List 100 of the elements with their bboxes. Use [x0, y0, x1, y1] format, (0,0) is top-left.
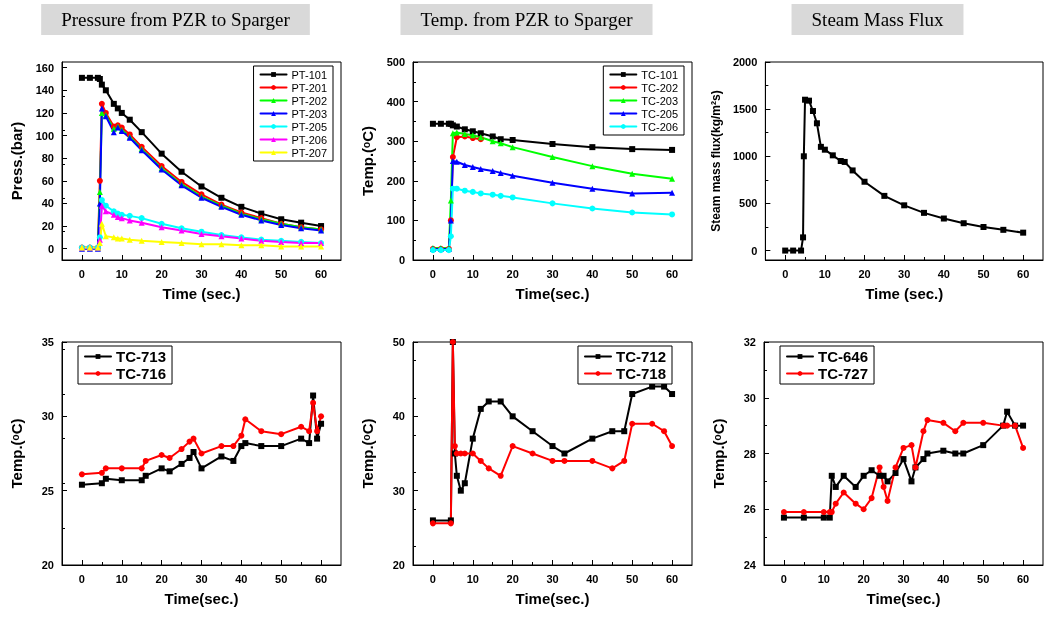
y-tick-label: 0 — [47, 242, 54, 255]
x-tick-label: 30 — [195, 572, 208, 585]
x-axis-title: Time(sec.) — [515, 285, 590, 302]
x-tick-label: 0 — [780, 572, 787, 585]
x-tick-label: 40 — [937, 267, 950, 280]
chart-title: Temp. from PZR to Sparger — [420, 9, 634, 30]
x-tick-label: 20 — [155, 267, 168, 280]
y-tick-label: 26 — [743, 503, 756, 516]
legend-label: TC-718 — [615, 365, 667, 382]
legend-label: PT-205 — [291, 120, 327, 133]
y-tick-label: 25 — [41, 484, 54, 497]
y-tick-label: 160 — [35, 61, 54, 74]
y-tick-label: 30 — [743, 391, 756, 404]
y-tick-label: 200 — [386, 174, 405, 187]
x-tick-label: 30 — [897, 572, 910, 585]
legend-label: TC-716 — [116, 365, 167, 382]
legend-label: PT-202 — [291, 94, 327, 107]
y-tick-label: 500 — [739, 197, 758, 210]
x-tick-label: 20 — [155, 572, 168, 585]
legend-label: TC-727 — [818, 365, 869, 382]
x-tick-label: 50 — [275, 267, 288, 280]
y-axis-title: Temp.(ᵒC) — [359, 125, 376, 197]
x-tick-label: 0 — [78, 267, 85, 280]
legend-label: TC-101 — [641, 68, 679, 81]
x-tick-label: 30 — [898, 267, 911, 280]
x-tick-label: 10 — [115, 267, 128, 280]
legend-label: TC-203 — [641, 94, 679, 107]
x-axis-title: Time(sec.) — [515, 590, 590, 607]
y-tick-label: 1500 — [732, 103, 758, 116]
y-tick-label: 1000 — [732, 150, 758, 163]
y-tick-label: 80 — [41, 152, 54, 165]
x-axis-title: Time (sec.) — [865, 285, 944, 302]
y-tick-label: 20 — [41, 220, 54, 233]
x-tick-label: 40 — [235, 572, 248, 585]
x-tick-label: 0 — [78, 572, 85, 585]
x-tick-label: 10 — [466, 267, 479, 280]
x-tick-label: 50 — [275, 572, 288, 585]
x-axis-title: Time(sec.) — [866, 590, 941, 607]
legend-label: PT-207 — [291, 146, 327, 159]
x-tick-label: 20 — [506, 572, 519, 585]
x-tick-label: 60 — [314, 572, 328, 585]
legend-label: TC-202 — [641, 81, 679, 94]
legend-label: TC-646 — [818, 348, 869, 365]
legend-label: PT-101 — [291, 68, 327, 81]
x-tick-label: 10 — [818, 267, 831, 280]
y-axis-title: Press.(bar) — [8, 121, 25, 201]
legend-label: PT-203 — [291, 107, 327, 120]
x-tick-label: 40 — [937, 572, 950, 585]
x-tick-label: 20 — [857, 572, 870, 585]
y-tick-label: 100 — [386, 214, 405, 227]
y-tick-label: 0 — [751, 244, 758, 257]
x-tick-label: 30 — [546, 267, 559, 280]
y-axis-title: Temp.(ᵒC) — [710, 418, 727, 489]
x-tick-label: 50 — [977, 572, 990, 585]
chart-title: Pressure from PZR to Sparger — [61, 9, 291, 30]
y-tick-label: 500 — [386, 56, 405, 68]
y-tick-label: 60 — [41, 174, 54, 187]
x-tick-label: 50 — [977, 267, 990, 280]
x-tick-label: 10 — [115, 572, 128, 585]
x-tick-label: 10 — [817, 572, 830, 585]
x-tick-label: 60 — [665, 572, 679, 585]
x-tick-label: 10 — [466, 572, 479, 585]
y-tick-label: 40 — [41, 197, 54, 210]
x-tick-label: 50 — [626, 572, 639, 585]
legend-label: TC-712 — [615, 348, 667, 365]
x-tick-label: 0 — [782, 267, 789, 280]
legend-label: PT-206 — [291, 133, 327, 146]
x-tick-label: 20 — [858, 267, 871, 280]
x-tick-label: 40 — [586, 572, 599, 585]
x-tick-label: 0 — [429, 267, 436, 280]
x-tick-label: 60 — [1016, 572, 1030, 585]
x-tick-label: 30 — [195, 267, 208, 280]
y-tick-label: 400 — [386, 95, 405, 108]
x-tick-label: 60 — [665, 267, 679, 280]
x-tick-label: 60 — [1017, 267, 1030, 280]
x-tick-label: 20 — [506, 267, 519, 280]
legend-label: TC-713 — [116, 348, 167, 365]
x-axis-title: Time (sec.) — [162, 285, 241, 302]
y-axis-title: Steam mass flux(kg/m²s) — [709, 90, 723, 232]
x-tick-label: 40 — [586, 267, 599, 280]
legend-label: TC-206 — [641, 120, 679, 133]
x-tick-label: 50 — [626, 267, 639, 280]
y-tick-label: 35 — [41, 336, 54, 348]
y-tick-label: 30 — [392, 484, 405, 497]
y-tick-label: 50 — [392, 336, 405, 348]
y-tick-label: 30 — [41, 410, 54, 423]
chart-title: Steam Mass Flux — [811, 9, 944, 30]
y-tick-label: 28 — [743, 447, 756, 460]
x-tick-label: 30 — [546, 572, 559, 585]
y-tick-label: 300 — [386, 135, 405, 148]
y-tick-label: 20 — [41, 559, 54, 571]
legend-label: TC-205 — [641, 107, 679, 120]
y-axis-title: Temp.(ᵒC) — [8, 418, 25, 489]
x-tick-label: 0 — [429, 572, 436, 585]
y-tick-label: 120 — [35, 106, 54, 119]
y-tick-label: 2000 — [732, 56, 758, 68]
x-tick-label: 40 — [235, 267, 248, 280]
y-tick-label: 140 — [35, 84, 54, 97]
legend-label: PT-201 — [291, 81, 327, 94]
x-tick-label: 60 — [314, 267, 328, 280]
